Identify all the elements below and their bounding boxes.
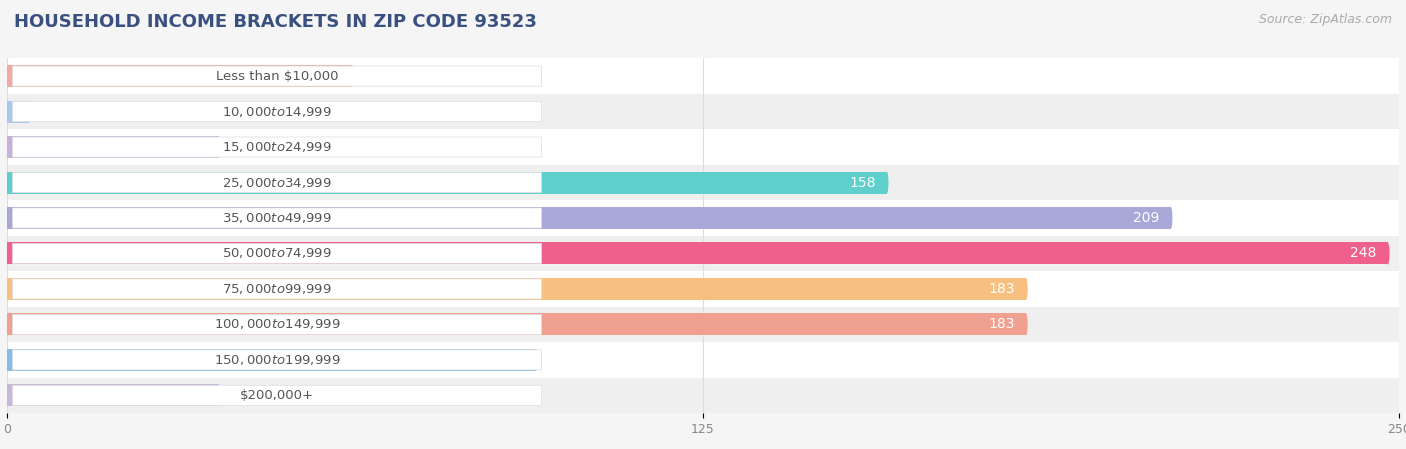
Bar: [0, 307, 1406, 342]
Bar: [0, 58, 1406, 94]
Text: 183: 183: [988, 282, 1015, 296]
Circle shape: [6, 65, 8, 87]
Text: 209: 209: [1133, 211, 1160, 225]
Circle shape: [6, 278, 8, 300]
Text: Source: ZipAtlas.com: Source: ZipAtlas.com: [1258, 13, 1392, 26]
FancyBboxPatch shape: [13, 137, 541, 157]
Bar: [7, 313, 1026, 335]
Bar: [7, 384, 218, 406]
Bar: [0, 129, 1406, 165]
Bar: [7, 349, 536, 371]
Circle shape: [217, 136, 221, 158]
Bar: [7, 278, 1026, 300]
Circle shape: [6, 313, 8, 335]
Circle shape: [28, 101, 31, 123]
Text: HOUSEHOLD INCOME BRACKETS IN ZIP CODE 93523: HOUSEHOLD INCOME BRACKETS IN ZIP CODE 93…: [14, 13, 537, 31]
Bar: [0, 271, 1406, 307]
Circle shape: [1024, 278, 1028, 300]
Text: 62: 62: [323, 69, 342, 83]
FancyBboxPatch shape: [13, 385, 541, 405]
FancyBboxPatch shape: [13, 279, 541, 299]
Bar: [0, 94, 1406, 129]
Text: $10,000 to $14,999: $10,000 to $14,999: [222, 105, 332, 119]
Bar: [7, 101, 30, 123]
Text: 0: 0: [52, 105, 60, 119]
Text: $150,000 to $199,999: $150,000 to $199,999: [214, 353, 340, 367]
Text: $50,000 to $74,999: $50,000 to $74,999: [222, 247, 332, 260]
Circle shape: [534, 349, 537, 371]
Bar: [7, 242, 1388, 264]
FancyBboxPatch shape: [13, 243, 541, 264]
Bar: [7, 65, 353, 87]
Text: 183: 183: [988, 317, 1015, 331]
Text: 248: 248: [1350, 247, 1376, 260]
FancyBboxPatch shape: [13, 350, 541, 370]
Circle shape: [6, 242, 8, 264]
FancyBboxPatch shape: [13, 66, 541, 86]
Circle shape: [884, 172, 889, 194]
Text: 158: 158: [849, 176, 876, 189]
FancyBboxPatch shape: [13, 208, 541, 228]
FancyBboxPatch shape: [13, 172, 541, 193]
Text: Less than $10,000: Less than $10,000: [215, 70, 339, 83]
Bar: [7, 207, 1171, 229]
Circle shape: [6, 101, 8, 123]
Bar: [0, 236, 1406, 271]
Circle shape: [1386, 242, 1389, 264]
Text: $15,000 to $24,999: $15,000 to $24,999: [222, 140, 332, 154]
Circle shape: [6, 349, 8, 371]
Text: 38: 38: [240, 140, 259, 154]
Circle shape: [6, 172, 8, 194]
Bar: [0, 342, 1406, 378]
Text: $25,000 to $34,999: $25,000 to $34,999: [222, 176, 332, 189]
Circle shape: [6, 136, 8, 158]
FancyBboxPatch shape: [13, 101, 541, 122]
Bar: [7, 136, 218, 158]
Text: $100,000 to $149,999: $100,000 to $149,999: [214, 317, 340, 331]
Circle shape: [1168, 207, 1173, 229]
Text: 95: 95: [508, 353, 524, 367]
Circle shape: [1024, 313, 1028, 335]
Circle shape: [217, 384, 221, 406]
Bar: [0, 378, 1406, 413]
Text: $35,000 to $49,999: $35,000 to $49,999: [222, 211, 332, 225]
Circle shape: [350, 65, 354, 87]
Circle shape: [6, 384, 8, 406]
Bar: [0, 165, 1406, 200]
Text: $75,000 to $99,999: $75,000 to $99,999: [222, 282, 332, 296]
FancyBboxPatch shape: [13, 314, 541, 335]
Text: 38: 38: [240, 388, 259, 402]
Bar: [7, 172, 887, 194]
Circle shape: [6, 207, 8, 229]
Text: $200,000+: $200,000+: [240, 389, 314, 402]
Bar: [0, 200, 1406, 236]
